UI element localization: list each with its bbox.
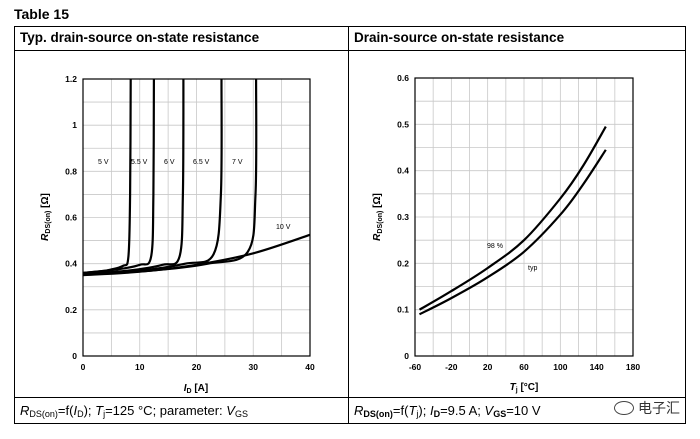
series-annotation: typ [528,265,537,272]
plot-frame [82,78,311,357]
right-caption-v: V [484,403,494,418]
x-axis-label: Tj [°C] [510,382,539,394]
y-axis-label-subscript: DS(on) [45,211,52,234]
y-tick-label: 0.4 [65,259,77,269]
x-tick-label: 40 [305,362,315,372]
series-annotation: 5.5 V [131,159,148,166]
right-chart-header: Drain-source on-state resistance [354,30,565,45]
series-line-typ [419,149,607,316]
series-line-98- [418,126,607,311]
y-axis-label-symbol: R [372,233,383,241]
y-axis-label-unit: [Ω] [40,193,51,210]
right-caption-i-sub: D [433,409,441,419]
y-axis-label: RDS(on) [Ω] [372,193,384,241]
caption-divider [14,397,686,398]
series-annotation: 5 V [98,159,109,166]
left-caption-mid: ); [83,403,96,418]
x-axis-label-unit: [A] [192,383,209,394]
left-caption-rest: =125 °C; parameter: [105,403,227,418]
x-tick-label: 0 [81,362,86,372]
table-label: Table 15 [14,6,69,22]
y-tick-label: 0 [72,351,77,361]
y-tick-label: 1.2 [65,74,77,84]
x-axis-label-subscript: D [187,388,192,395]
x-axis-label: ID [A] [184,383,209,395]
right-caption-i: I [429,403,434,418]
y-axis-label-subscript: DS(on) [377,211,384,234]
watermark: 电子汇 [614,398,680,418]
x-axis-label-subscript: j [515,387,518,394]
column-divider [348,26,349,424]
series-line-5-5-v [82,78,155,274]
left-caption: RDS(on)=f(ID); Tj=125 °C; parameter: VGS [20,403,248,419]
right-caption-t: T [408,403,417,418]
series-line-7-v [82,78,258,276]
y-tick-label: 0.4 [397,166,409,176]
left-caption-v-sub: GS [234,409,248,419]
right-caption-v-sub: GS [493,409,507,419]
series-line-10-v [82,233,311,277]
right-caption-r: R [354,403,364,418]
header-divider [14,50,686,51]
y-tick-label: 0.6 [397,73,409,83]
left-caption-t: T [95,403,104,418]
left-caption-v: V [226,403,235,418]
left-caption-r-sub: DS(on) [29,409,58,419]
series-annotation: 98 % [487,243,503,250]
series-annotation: 6 V [164,159,175,166]
x-tick-label: -60 [409,362,422,372]
x-tick-label: -20 [445,362,458,372]
y-tick-label: 1 [72,120,77,130]
right-caption: RDS(on)=f(Tj); ID=9.5 A; VGS=10 V [354,403,541,419]
left-caption-t-sub: j [103,409,106,419]
right-caption-r-sub: DS(on) [363,409,393,419]
right-caption-mid: ); [418,403,430,418]
y-tick-label: 0.6 [65,213,77,223]
table-frame [14,26,686,424]
left-caption-eq: =f( [57,403,74,418]
series-annotation: 7 V [232,159,243,166]
y-axis-label: RDS(on) [Ω] [40,193,52,241]
right-caption-rest1: =9.5 A; [440,403,485,418]
y-axis-label-unit: [Ω] [372,193,383,210]
y-tick-label: 0.1 [397,305,409,315]
y-axis-label-symbol: R [40,233,51,241]
left-chart-header: Typ. drain-source on-state resistance [20,30,260,45]
series-annotation: 10 V [276,224,291,231]
x-tick-label: 140 [590,362,604,372]
wechat-icon [614,401,634,415]
x-tick-label: 20 [483,362,493,372]
y-tick-label: 0.8 [65,166,77,176]
right-caption-eq: =f( [392,403,409,418]
x-tick-label: 20 [192,362,202,372]
left-chart: 0 10 20 30 40 0 0.2 0.4 0.6 0.8 1 1.2 ID [A] RDS(on) … [40,74,315,395]
y-tick-label: 0.5 [397,119,409,129]
left-caption-i-sub: D [77,409,84,419]
y-tick-label: 0.2 [397,258,409,268]
x-tick-label: 10 [135,362,145,372]
left-caption-i: I [73,403,78,418]
series-line-5-v [82,78,132,274]
right-caption-rest2: =10 V [506,403,541,418]
series-annotation: 6.5 V [193,159,210,166]
y-tick-label: 0 [404,351,409,361]
x-axis-label-symbol: I [184,383,187,394]
y-tick-label: 0.2 [65,305,77,315]
right-chart: -60 -20 20 60 100 140 180 0 0.1 0.2 0.3 0.4 0.5 0.6 Tj… [372,73,640,394]
x-axis-label-unit: [°C] [518,382,539,393]
right-caption-t-sub: j [416,409,419,419]
y-tick-label: 0.3 [397,212,409,222]
x-tick-label: 180 [626,362,640,372]
plot-frame [414,77,634,357]
x-axis-label-symbol: T [510,382,517,393]
x-tick-label: 30 [249,362,259,372]
x-tick-label: 100 [553,362,567,372]
x-tick-label: 60 [519,362,529,372]
watermark-text: 电子汇 [638,400,680,416]
left-caption-r: R [20,403,30,418]
